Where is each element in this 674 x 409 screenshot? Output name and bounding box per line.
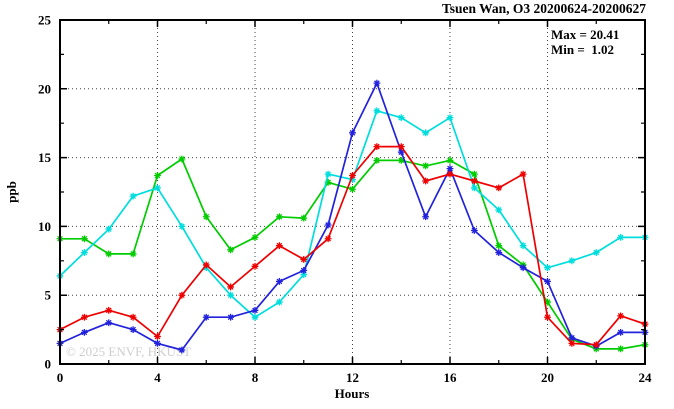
x-tick-label: 16 <box>444 370 458 385</box>
x-tick-label: 20 <box>541 370 554 385</box>
y-tick-label: 5 <box>45 288 52 303</box>
x-tick-label: 12 <box>346 370 359 385</box>
x-tick-label: 4 <box>154 370 161 385</box>
chart-title: Tsuen Wan, O3 20200624-20200627 <box>442 1 646 16</box>
x-axis-label: Hours <box>335 386 370 401</box>
y-tick-label: 10 <box>38 219 51 234</box>
y-tick-label: 0 <box>45 357 52 372</box>
series-cyan-day <box>56 107 649 321</box>
series-red-day <box>56 143 649 349</box>
series-layer <box>56 79 649 354</box>
major-ticks <box>59 19 646 365</box>
annotation-min: Min = 1.02 <box>551 42 614 57</box>
series-green-day <box>56 155 649 353</box>
y-tick-label: 20 <box>38 81 51 96</box>
minor-ticks <box>60 20 645 364</box>
y-tick-label: 15 <box>38 150 52 165</box>
tick-labels: 0 4 8 12 16 20 24 0 5 10 15 20 25 <box>38 13 652 386</box>
x-tick-label: 8 <box>252 370 259 385</box>
y-tick-label: 25 <box>38 13 52 28</box>
series-markers-red-day <box>56 143 649 349</box>
series-line-cyan-day <box>59 109 645 319</box>
y-axis-label: ppb <box>4 181 19 203</box>
annotation-max: Max = 20.41 <box>551 27 619 42</box>
axes <box>59 19 646 365</box>
watermark: © 2025 ENVF, HKUST <box>66 344 191 359</box>
series-markers-green-day <box>56 155 649 353</box>
x-tick-label: 0 <box>57 370 64 385</box>
x-tick-label: 24 <box>639 370 653 385</box>
